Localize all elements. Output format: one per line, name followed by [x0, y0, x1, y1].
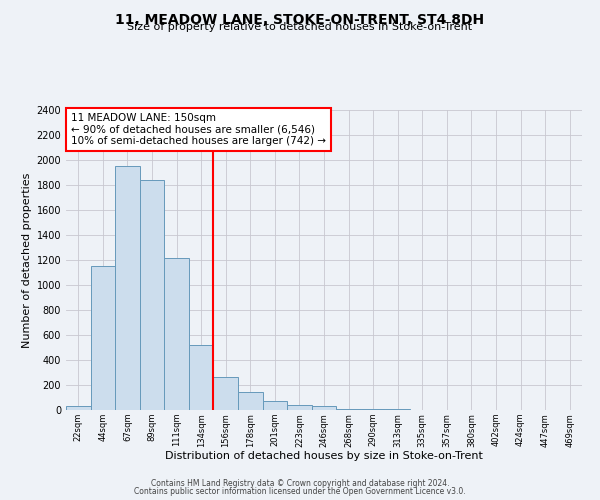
Bar: [140, 180, 164, 410]
Bar: [214, 377, 238, 410]
Bar: [361, 409, 385, 410]
Text: 11 MEADOW LANE: 150sqm
← 90% of detached houses are smaller (6,546)
10% of semi-: 11 MEADOW LANE: 150sqm ← 90% of detached…: [71, 113, 326, 146]
Y-axis label: Number of detached properties: Number of detached properties: [22, 172, 32, 348]
Bar: [91, 266, 115, 410]
X-axis label: Distribution of detached houses by size in Stoke-on-Trent: Distribution of detached houses by size …: [165, 451, 483, 461]
Bar: [115, 166, 140, 410]
Text: Size of property relative to detached houses in Stoke-on-Trent: Size of property relative to detached ho…: [127, 22, 473, 32]
Bar: [66, 406, 91, 410]
Bar: [238, 392, 263, 410]
Text: Contains HM Land Registry data © Crown copyright and database right 2024.: Contains HM Land Registry data © Crown c…: [151, 478, 449, 488]
Text: 11, MEADOW LANE, STOKE-ON-TRENT, ST4 8DH: 11, MEADOW LANE, STOKE-ON-TRENT, ST4 8DH: [115, 12, 485, 26]
Bar: [312, 406, 336, 410]
Bar: [336, 408, 361, 410]
Bar: [263, 400, 287, 410]
Bar: [164, 258, 189, 410]
Bar: [287, 405, 312, 410]
Bar: [189, 345, 214, 410]
Text: Contains public sector information licensed under the Open Government Licence v3: Contains public sector information licen…: [134, 487, 466, 496]
